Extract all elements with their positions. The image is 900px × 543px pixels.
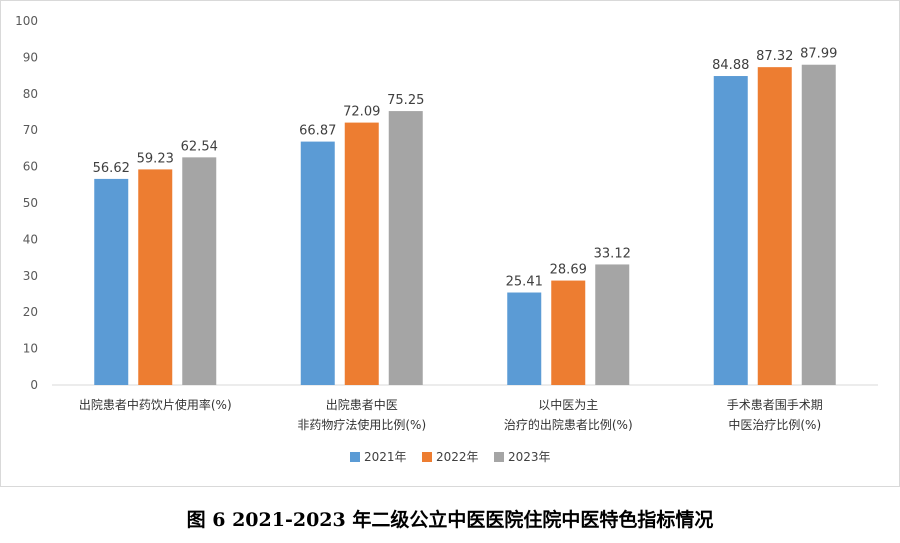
category-label: 以中医为主 (538, 397, 598, 412)
data-label: 33.12 (594, 246, 631, 261)
y-tick-label: 0 (30, 378, 38, 392)
data-label: 59.23 (137, 151, 174, 166)
category-label: 非药物疗法使用比例(%) (297, 417, 426, 432)
bar-3-2 (388, 111, 423, 385)
legend-label: 2023年 (508, 450, 551, 464)
bar-2-3 (551, 280, 586, 385)
bar-2-4 (757, 67, 792, 385)
category-label: 出院患者中药饮片使用率(%) (79, 397, 232, 412)
data-label: 25.41 (506, 275, 543, 290)
figure-caption: 图 6 2021-2023 年二级公立中医医院住院中医特色指标情况 (186, 509, 714, 531)
data-label: 75.25 (387, 93, 424, 108)
legend-label: 2021年 (364, 450, 407, 464)
y-tick-label: 40 (23, 232, 38, 246)
legend-swatch (422, 452, 432, 462)
y-tick-label: 80 (23, 87, 38, 101)
bar-1-1 (94, 178, 129, 385)
bar-1-2 (300, 141, 335, 385)
y-tick-label: 60 (23, 160, 38, 174)
y-tick-label: 50 (23, 196, 38, 210)
bar-1-4 (713, 76, 748, 385)
legend-swatch (350, 452, 360, 462)
y-tick-label: 20 (23, 305, 38, 319)
data-label: 72.09 (343, 105, 380, 120)
category-label: 中医治疗比例(%) (728, 417, 821, 432)
data-label: 84.88 (712, 58, 749, 73)
data-labels: 56.62 59.23 62.54 66.87 72.09 75.25 25.41 28.69… (93, 47, 838, 290)
data-label: 56.62 (93, 161, 130, 176)
y-tick-label: 70 (23, 123, 38, 137)
bar-2-2 (344, 122, 379, 385)
bar-2-1 (138, 169, 173, 385)
bars (94, 64, 836, 385)
legend-label: 2022年 (436, 450, 479, 464)
legend-swatch (494, 452, 504, 462)
category-label: 出院患者中医 (326, 397, 398, 412)
y-tick-label: 10 (23, 342, 38, 356)
category-label: 手术患者围手术期 (727, 398, 823, 412)
bar-1-3 (507, 292, 542, 385)
y-tick-label: 90 (23, 50, 38, 64)
y-tick-label: 30 (23, 269, 38, 283)
data-label: 62.54 (181, 139, 218, 154)
bar-chart: 0 10 20 30 40 50 60 70 80 90 100 56.62 59.23 62.54 66… (0, 0, 900, 487)
bar-3-4 (801, 64, 836, 385)
data-label: 87.32 (756, 49, 793, 64)
bar-3-3 (595, 264, 630, 385)
bar-3-1 (182, 157, 217, 385)
chart-area: 0 10 20 30 40 50 60 70 80 90 100 56.62 59.23 62.54 66… (0, 0, 900, 487)
data-label: 87.99 (800, 47, 837, 62)
y-axis: 0 10 20 30 40 50 60 70 80 90 100 (15, 14, 38, 392)
y-tick-label: 100 (15, 14, 38, 28)
category-label: 治疗的出院患者比例(%) (504, 417, 633, 432)
data-label: 28.69 (550, 263, 587, 278)
data-label: 66.87 (299, 124, 336, 139)
legend: 2021年 2022年 2023年 (350, 450, 551, 464)
